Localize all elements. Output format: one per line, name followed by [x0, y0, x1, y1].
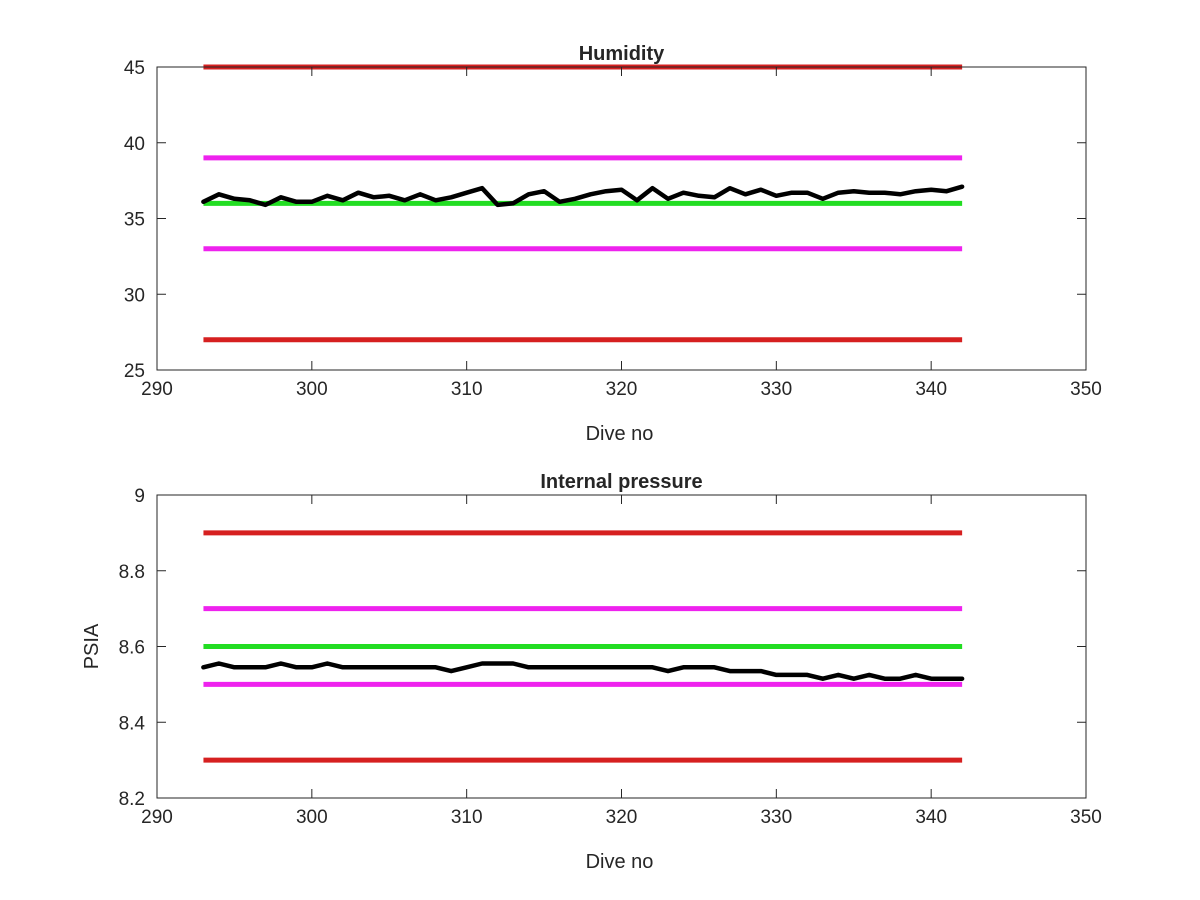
y-tick-label: 40: [124, 134, 145, 155]
x-tick-label: 340: [915, 379, 947, 400]
y-tick-label: 8.2: [119, 789, 145, 810]
x-tick-label: 320: [606, 379, 638, 400]
chart-0: 290 300 310 320 330 340 350 25 30 35 40 45 Humidity D…: [124, 43, 1102, 445]
x-tick-label: 330: [760, 807, 792, 828]
x-tick-label: 350: [1070, 379, 1102, 400]
y-tick-label: 8.8: [119, 562, 145, 583]
x-tick-label: 320: [606, 807, 638, 828]
series-line-0: [201, 661, 965, 681]
x-tick-label: 290: [141, 379, 173, 400]
x-tick-label: 350: [1070, 807, 1102, 828]
chart-title: Internal pressure: [540, 471, 702, 493]
x-tick-label: 310: [451, 379, 483, 400]
y-axis-label: PSIA: [81, 623, 103, 669]
y-tick-label: 8.4: [119, 713, 146, 734]
x-tick-label: 330: [760, 379, 792, 400]
x-tick-label: 310: [451, 807, 483, 828]
x-tick-label: 340: [915, 807, 947, 828]
plot-area: [157, 67, 1086, 370]
y-tick-label: 9: [134, 486, 145, 507]
x-tick-label: 290: [141, 807, 173, 828]
y-tick-label: 30: [124, 285, 145, 306]
y-tick-label: 35: [124, 210, 145, 231]
chart-1: 290 300 310 320 330 340 350 8.2 8.4 8.6 8.8 9 Intern…: [81, 471, 1102, 873]
x-tick-label: 300: [296, 379, 328, 400]
y-tick-label: 45: [124, 58, 145, 79]
x-axis-label: Dive no: [586, 423, 654, 445]
series-line-0: [201, 184, 965, 208]
x-tick-label: 300: [296, 807, 328, 828]
y-tick-label: 8.6: [119, 638, 145, 659]
x-axis-label: Dive no: [586, 851, 654, 873]
y-tick-label: 25: [124, 361, 145, 382]
chart-title: Humidity: [579, 43, 665, 65]
